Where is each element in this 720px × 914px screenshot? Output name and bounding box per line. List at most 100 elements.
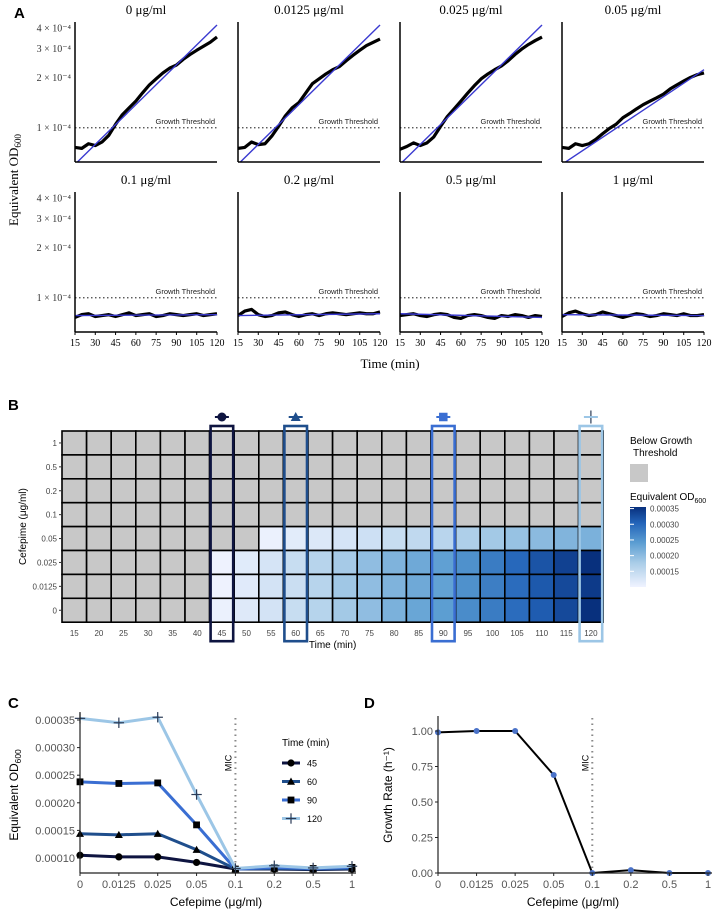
heatmap-cell	[159, 597, 186, 623]
x-tick-label: 90	[658, 338, 668, 349]
heatmap-cell	[184, 454, 211, 480]
growth-threshold-label: Growth Threshold	[643, 287, 702, 296]
x-tick-label: 105	[510, 629, 524, 638]
y-tick-label: 0.00	[412, 868, 433, 880]
legend-gray-label: Below Growth Threshold	[630, 436, 692, 459]
heatmap: 1 0.5 0.2 0.1 0.05 0.025 0.0125 0 15 20 25 30 35 40 45…	[18, 410, 604, 651]
heatmap-cell	[553, 525, 580, 552]
od-data-line	[75, 35, 218, 150]
colorbar	[630, 507, 646, 587]
x-tick-label: 90	[334, 338, 344, 349]
series-line	[79, 832, 353, 871]
panel-title: 0.1 μg/ml	[121, 172, 172, 187]
legend-scale-title-main: Equivalent OD	[630, 492, 694, 503]
heatmap-cell	[356, 477, 383, 504]
x-tick-label: 105	[676, 338, 691, 349]
x-tick-label: 105	[514, 338, 529, 349]
legend-gray-line: Threshold	[633, 448, 677, 459]
heatmap-cell	[257, 597, 285, 623]
heatmap-cell	[553, 477, 580, 504]
circle-marker	[154, 853, 162, 861]
growth-curve-panel: 0.025 μg/ml Growth Threshold	[399, 2, 543, 163]
legend-gray-swatch	[630, 464, 648, 482]
y-tick-label: 1 × 10⁻⁴	[37, 123, 72, 134]
heatmap-cell	[208, 597, 236, 623]
y-axis-title-sub: 600	[13, 134, 23, 148]
heatmap-cell	[184, 597, 211, 623]
heatmap-cell	[85, 430, 112, 456]
square-marker	[115, 780, 123, 787]
heatmap-cell	[430, 501, 457, 528]
y-tick-label: 0.025	[37, 558, 58, 567]
y-tick-label: 0.00010	[35, 853, 75, 865]
plus-marker	[152, 712, 163, 723]
heatmap-cell	[528, 501, 555, 528]
heatmap-legend: Below Growth Threshold Equivalent OD600 0.0…	[630, 436, 706, 587]
legend-scale-title-sub: 600	[694, 498, 706, 505]
heatmap-cell	[380, 549, 408, 576]
x-tick-label: 120	[584, 629, 598, 638]
heatmap-cell	[479, 525, 506, 552]
colorbar-tick-label: 0.00030	[650, 520, 679, 529]
heatmap-cell	[110, 430, 137, 456]
heatmap-cell	[454, 597, 482, 623]
plus-marker	[346, 861, 358, 872]
heatmap-cell	[553, 549, 580, 576]
square-marker	[287, 796, 295, 804]
triangle-marker	[114, 830, 123, 839]
x-tick-label: 0	[435, 879, 441, 891]
y-tick-label: 3 × 10⁻⁴	[37, 214, 72, 225]
x-tick-label: 15	[395, 338, 405, 349]
growth-threshold-label: Growth Threshold	[643, 117, 702, 126]
heatmap-cell	[479, 430, 506, 456]
heatmap-cell	[257, 477, 285, 504]
heatmap-cell	[356, 525, 383, 552]
exponential-fit-line	[238, 313, 381, 317]
heatmap-cell	[208, 501, 236, 528]
heatmap-cell	[528, 525, 555, 552]
x-tick-label: 45	[436, 338, 446, 349]
x-axis-title: Time (min)	[360, 356, 419, 371]
od-data-line	[562, 71, 705, 150]
heatmap-cell	[307, 525, 334, 552]
heatmap-cell	[208, 430, 236, 456]
heatmap-cell	[528, 454, 555, 480]
heatmap-cell	[135, 454, 162, 480]
x-tick-label: 70	[340, 629, 349, 638]
heatmap-cell	[503, 454, 531, 480]
heatmap-cell	[454, 501, 482, 528]
od-data-line	[400, 35, 543, 151]
y-tick-label: 0.75	[412, 762, 433, 774]
heatmap-cell	[61, 573, 88, 600]
heatmap-cell	[479, 477, 506, 504]
x-tick-label: 50	[242, 629, 251, 638]
heatmap-cell	[479, 549, 506, 576]
x-tick-label: 45	[598, 338, 608, 349]
heatmap-cell	[577, 501, 604, 528]
heatmap-cell	[307, 430, 334, 456]
heatmap-cell	[135, 477, 162, 504]
heatmap-cell	[85, 454, 112, 480]
heatmap-cell	[282, 525, 309, 552]
heatmap-cell	[454, 573, 482, 600]
heatmap-cell	[553, 454, 580, 480]
heatmap-cell	[61, 549, 88, 576]
growth-threshold-label: Growth Threshold	[319, 117, 378, 126]
legend-scale-title: Equivalent OD600	[630, 492, 706, 505]
triangle-marker	[192, 845, 201, 853]
heatmap-cell	[135, 597, 162, 623]
growth-rate-line	[437, 730, 708, 875]
heatmap-cell	[282, 454, 309, 480]
y-tick-label: 0.25	[412, 833, 433, 845]
x-tick-label: 0.2	[623, 879, 638, 891]
heatmap-cell	[405, 430, 432, 456]
heatmap-cell	[61, 477, 88, 504]
x-tick-label: 0.1	[228, 879, 243, 891]
colorbar-tick-label: 0.00015	[650, 567, 679, 576]
panel-title: 0.0125 μg/ml	[274, 2, 344, 17]
y-tick-label: 1	[53, 439, 58, 448]
x-tick-label: 1	[349, 879, 355, 891]
x-tick-label: 65	[316, 629, 325, 638]
series-line	[79, 715, 353, 871]
heatmap-cell	[257, 454, 285, 480]
